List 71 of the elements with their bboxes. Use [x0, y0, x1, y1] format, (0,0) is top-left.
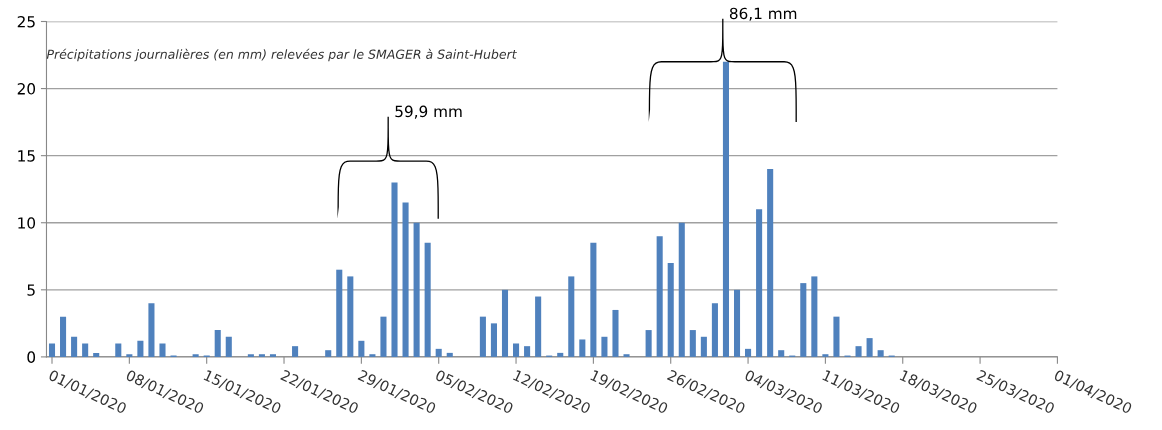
bar	[446, 352, 453, 357]
bar	[501, 289, 509, 357]
bar	[380, 316, 387, 357]
bar	[225, 336, 232, 357]
bar	[778, 350, 785, 357]
bar	[325, 350, 332, 357]
bar	[358, 340, 365, 357]
bar	[369, 354, 376, 357]
bar	[700, 336, 707, 357]
annotation: 59,9 mm	[395, 105, 462, 119]
bar	[667, 262, 674, 357]
y-tick-label: 10	[18, 217, 36, 229]
bar	[767, 169, 774, 357]
bar	[711, 303, 718, 357]
bar	[612, 309, 619, 357]
bar	[833, 316, 840, 357]
bar	[60, 316, 67, 357]
bar	[269, 354, 277, 357]
bar	[756, 209, 763, 357]
bar	[424, 242, 431, 357]
bar	[822, 354, 829, 357]
bar	[557, 352, 564, 357]
bar	[391, 182, 398, 357]
bar	[513, 343, 520, 357]
bar	[656, 236, 663, 357]
y-tick-label: 20	[17, 83, 36, 95]
bar	[71, 336, 78, 357]
bar	[579, 339, 586, 357]
bar	[292, 346, 299, 357]
bar	[722, 61, 729, 357]
bar	[811, 276, 818, 357]
bar	[402, 202, 409, 357]
bar	[126, 354, 133, 357]
text: Précipitations journalières (en mm) relevées par le SMAGER à Saint-Hubert	[46, 48, 517, 62]
bar	[82, 343, 89, 357]
bar	[258, 354, 265, 357]
bar	[336, 269, 343, 357]
bar	[568, 276, 575, 357]
bar	[479, 316, 486, 357]
y-tick-label: 5	[27, 284, 35, 296]
bar	[115, 343, 122, 357]
bar	[678, 222, 685, 357]
bar	[745, 348, 752, 357]
bar	[733, 289, 741, 357]
bar	[601, 336, 608, 357]
bar	[148, 303, 155, 357]
bar	[137, 340, 144, 357]
bar	[159, 343, 166, 357]
bar	[645, 330, 652, 357]
bar	[347, 276, 354, 357]
bar	[247, 354, 254, 357]
bar	[214, 330, 221, 357]
bar	[48, 343, 56, 357]
bar	[800, 283, 807, 357]
bar	[877, 350, 884, 357]
bar	[93, 352, 100, 357]
bar	[855, 346, 862, 357]
bar	[535, 296, 542, 357]
bar	[490, 323, 497, 357]
bar	[413, 222, 420, 357]
bar	[192, 354, 199, 357]
bar	[590, 242, 597, 357]
bar	[524, 346, 531, 357]
bar	[866, 338, 873, 357]
y-tick-label: 15	[18, 150, 35, 162]
bar	[435, 348, 442, 357]
y-tick-label: 0	[27, 351, 36, 363]
y-tick-label: 25	[17, 15, 35, 28]
bar	[623, 354, 630, 357]
bar	[689, 330, 696, 357]
text: 86,1 mm	[729, 7, 797, 21]
